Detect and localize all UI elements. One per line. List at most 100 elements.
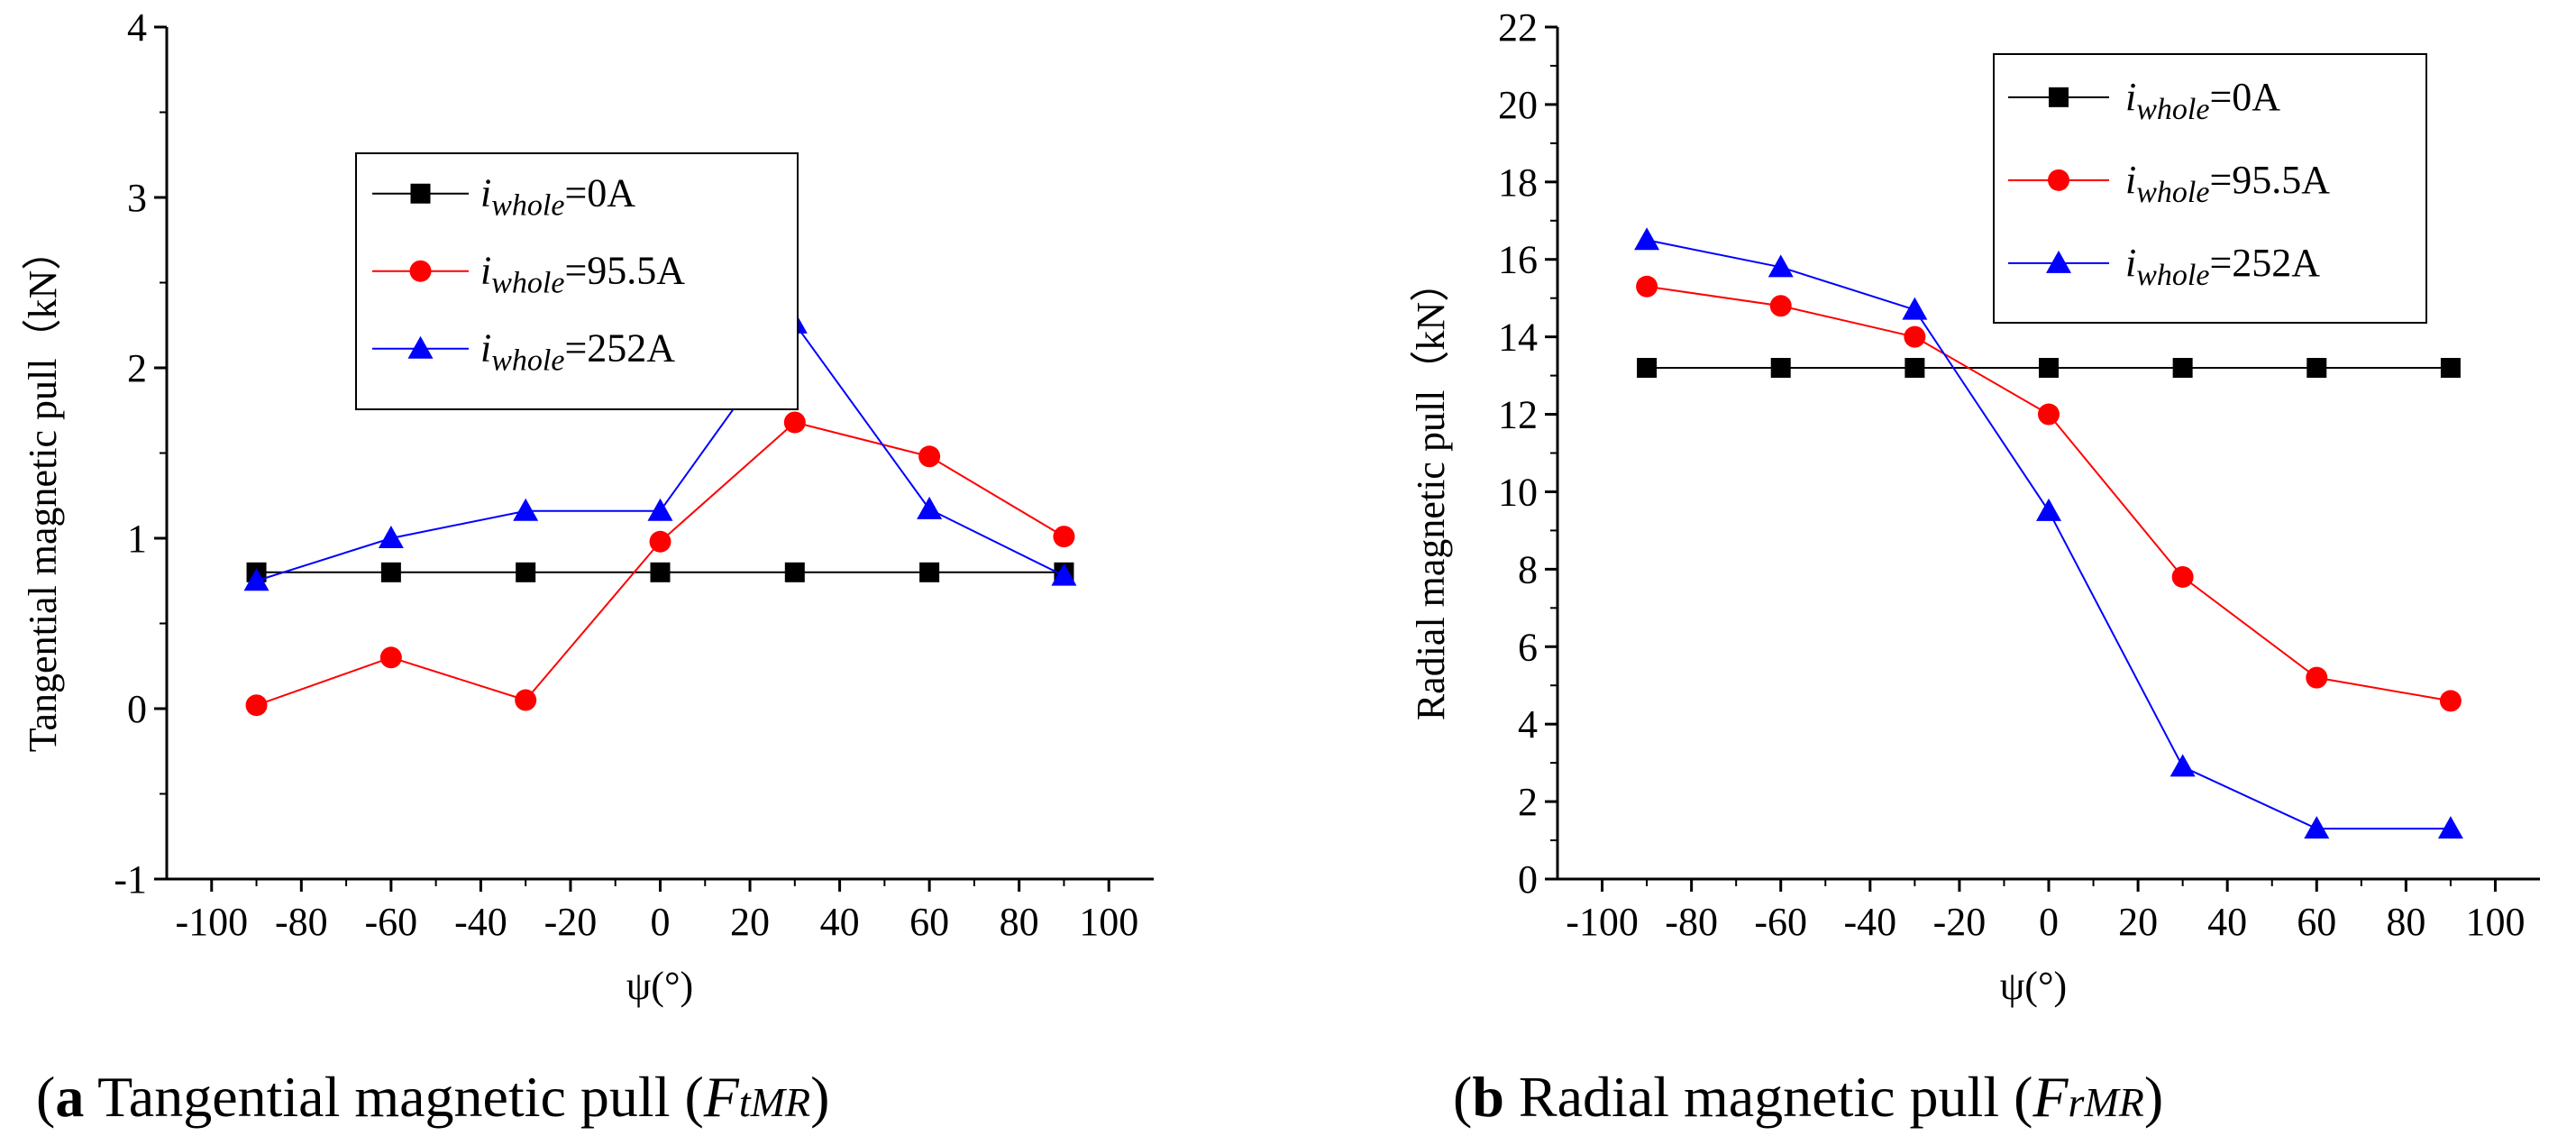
panel-a-y-tick-label: 0 [127, 687, 147, 731]
panel-b-legend-marker-1-circle-marker [2048, 169, 2069, 191]
panel-b-x-tick-label: -60 [1754, 900, 1807, 944]
panel-a-x-tick-label: -80 [275, 900, 328, 944]
panel-a-legend-marker-0-square-marker [410, 183, 431, 204]
panel-b-point-s2-triangle-marker [2437, 816, 2463, 839]
panel-a-x-axis-title: ψ(°) [626, 964, 693, 1008]
panel-a-caption: (a Tangential magnetic pull (FtMR) [36, 1065, 829, 1129]
panel-a-legend-i: i [480, 171, 491, 215]
panel-a-legend-value: =95.5A [564, 249, 685, 293]
panel-a-y-tick-label: -1 [114, 857, 147, 902]
panel-a-point-s0-square-marker [919, 562, 940, 582]
panel-b-caption-sub: rMR [2069, 1079, 2144, 1125]
panel-b-caption-close: ) [2144, 1065, 2163, 1129]
panel-b-legend-value: =252A [2209, 241, 2320, 285]
panel-a-legend-label-0: iwhole=0A [480, 171, 635, 223]
panel-a-legend-sub: whole [491, 189, 564, 223]
panel-a-x-tick-label: 100 [1079, 900, 1138, 944]
panel-a-point-s0-square-marker [380, 562, 401, 582]
panel-a-caption-sub: tMR [739, 1079, 810, 1125]
panel-b-x-tick-label: -40 [1843, 900, 1896, 944]
panel-b-legend-label-2: iwhole=252A [2125, 241, 2320, 292]
panel-a-point-s1-circle-marker [379, 646, 402, 669]
panel-b-caption: (b Radial magnetic pull (FrMR) [1453, 1065, 2163, 1129]
panel-a-point-s1-circle-marker [918, 445, 941, 468]
panel-a-y-axis-title: Tangential magnetic pull（kN） [21, 231, 65, 753]
panel-a-legend-sub: whole [491, 344, 564, 378]
panel-a-caption-text: Tangential magnetic pull ( [84, 1065, 703, 1129]
panel-a-legend-i: i [480, 326, 491, 371]
panel-b-y-tick-label: 10 [1498, 470, 1538, 514]
panel-b-point-s0-square-marker [2440, 358, 2461, 378]
panel-a-point-s2-triangle-marker [378, 526, 404, 548]
panel-b-point-s0-square-marker [2039, 358, 2059, 378]
panel-b-y-tick-label: 6 [1518, 625, 1538, 669]
panel-b-point-s0-square-marker [1637, 358, 1658, 378]
panel-a-y-tick-label: 4 [127, 5, 147, 50]
panel-a-x-tick-label: 0 [651, 900, 671, 944]
panel-a-legend-value: =252A [564, 326, 675, 371]
panel-b-x-tick-label: -80 [1665, 900, 1718, 944]
panel-b-point-s2-triangle-marker [1768, 254, 1794, 278]
panel-b-x-axis-title: ψ(°) [2000, 964, 2067, 1008]
panel-b-caption-symbol: F [2032, 1065, 2069, 1129]
panel-a-point-s2-triangle-marker [243, 568, 269, 591]
panel-a-x-tick-label: 80 [1000, 900, 1039, 944]
panel-a-x-tick-label: 60 [909, 900, 949, 944]
panel-a: -100 -80 -60 -40 -20 0 20 40 60 80 100 -1 0 1 2 3 4 Tang… [21, 5, 1154, 1129]
panel-b-legend-sub: whole [2136, 176, 2209, 209]
panel-b-x-tick-label: 60 [2297, 900, 2336, 944]
panel-b-legend-sub: whole [2136, 259, 2209, 292]
panel-a-point-s2-triangle-marker [1051, 563, 1077, 586]
panel-a-x-tick-label: -60 [365, 900, 418, 944]
panel-a-caption-letter: a [55, 1065, 84, 1129]
panel-b-point-s0-square-marker [2172, 358, 2193, 378]
panel-b-legend-i: i [2125, 241, 2136, 285]
panel-a-y-tick-label: 2 [127, 346, 147, 390]
panel-b-point-s2-triangle-marker [1634, 227, 1660, 251]
panel-a-legend-i: i [480, 249, 491, 293]
panel-a-point-s1-circle-marker [245, 694, 268, 717]
panel-b-y-tick-label: 0 [1518, 857, 1538, 902]
panel-b-y-tick-label: 2 [1518, 780, 1538, 824]
panel-a-caption-close: ) [810, 1065, 829, 1129]
panel-a-x-tick-label: -100 [175, 900, 248, 944]
panel-b-series-line-1 [1646, 285, 2452, 702]
panel-b-y-axis-title: Radial magnetic pull（kN） [1409, 262, 1453, 720]
panel-a-legend-marker-1-circle-marker [409, 260, 432, 282]
panel-a-plot-area: -100 -80 -60 -40 -20 0 20 40 60 80 100 -1 0 1 2 3 4 [114, 5, 1154, 944]
panel-a-x-tick-label: -40 [454, 900, 507, 944]
panel-b-point-s0-square-marker [1905, 358, 1925, 378]
panel-b-point-s1-circle-marker [2171, 565, 2194, 588]
panel-a-legend-label-2: iwhole=252A [480, 326, 675, 378]
panel-b-legend-i: i [2125, 158, 2136, 202]
panel-b-point-s1-circle-marker [2439, 690, 2462, 712]
panel-b-y-tick-label: 20 [1498, 83, 1538, 127]
panel-b-legend-label-0: iwhole=0A [2125, 75, 2280, 126]
panel-b-y-tick-label: 22 [1498, 5, 1538, 50]
panel-b-x-tick-label: -100 [1566, 900, 1639, 944]
panel-a-point-s1-circle-marker [515, 689, 537, 711]
panel-b-x-tick-label: 40 [2207, 900, 2247, 944]
panel-a-y-tick-label: 3 [127, 176, 147, 220]
panel-b-caption-text: Radial magnetic pull ( [1504, 1065, 2033, 1129]
panel-b-point-s2-triangle-marker [2036, 498, 2061, 521]
panel-a-point-s1-circle-marker [1053, 526, 1075, 548]
panel-b-caption-letter: b [1472, 1065, 1504, 1129]
panel-b-point-s0-square-marker [1770, 358, 1791, 378]
panel-b-x-tick-label: -20 [1933, 900, 1987, 944]
panel-b-legend-marker-2-triangle-marker [2046, 250, 2071, 273]
panel-a-legend-sub: whole [491, 267, 564, 300]
panel-b-y-tick-label: 12 [1498, 393, 1538, 437]
panel-b-legend-value: =95.5A [2209, 158, 2330, 202]
panel-a-x-tick-label: 40 [820, 900, 860, 944]
panel-b-x-tick-label: 100 [2465, 900, 2525, 944]
panel-b-x-tick-label: 0 [2039, 900, 2059, 944]
panel-b-series-line-2 [1646, 239, 2451, 830]
panel-b-legend-label-1: iwhole=95.5A [2125, 158, 2330, 209]
panel-b-point-s1-circle-marker [2306, 666, 2328, 689]
panel-a-point-s2-triangle-marker [917, 496, 943, 519]
panel-a-point-s1-circle-marker [783, 411, 806, 434]
panel-b-y-tick-label: 8 [1518, 547, 1538, 591]
